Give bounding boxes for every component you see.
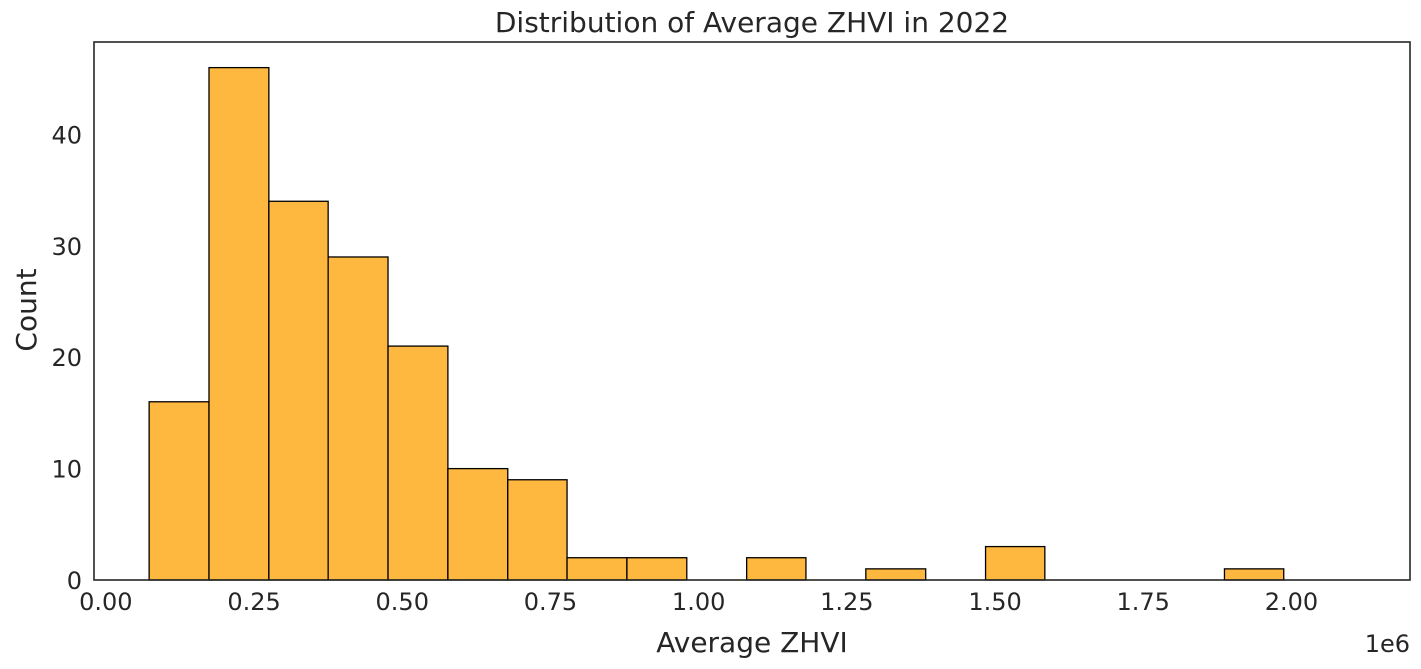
bars-group: [148, 66, 1285, 581]
y-tick-label: 10: [51, 456, 82, 484]
x-tick-label: 0.00: [79, 588, 132, 616]
chart-title: Distribution of Average ZHVI in 2022: [495, 6, 1009, 39]
histogram-bar: [208, 66, 270, 581]
histogram-bar: [447, 467, 509, 581]
y-axis-ticks: 0 10 20 30 40: [51, 121, 82, 595]
histogram-bar: [1223, 568, 1285, 581]
x-tick-label: 1.25: [820, 588, 873, 616]
y-tick-label: 30: [51, 233, 82, 261]
x-axis-ticks: 0.00 0.25 0.50 0.75 1.00 1.25 1.50 1.75 2.00: [79, 588, 1318, 616]
x-tick-label: 0.50: [376, 588, 429, 616]
y-axis-title: Count: [10, 268, 43, 351]
x-tick-label: 0.25: [227, 588, 280, 616]
histogram-bar: [148, 401, 210, 581]
histogram-bar: [865, 568, 927, 581]
y-tick-label: 40: [51, 121, 82, 149]
x-axis-title: Average ZHVI: [656, 626, 848, 659]
y-tick-label: 20: [51, 344, 82, 372]
plot-frame: [93, 41, 1411, 581]
histogram-bar: [387, 345, 449, 581]
histogram-bar: [746, 557, 807, 581]
x-tick-label: 1.50: [968, 588, 1021, 616]
histogram-bar: [268, 200, 329, 581]
histogram-bar: [626, 557, 688, 581]
histogram-bar: [984, 545, 1046, 581]
x-tick-label: 0.75: [524, 588, 577, 616]
x-tick-label: 1.00: [672, 588, 725, 616]
histogram-bar: [327, 256, 389, 581]
histogram-bar: [566, 557, 628, 581]
x-tick-label: 2.00: [1265, 588, 1318, 616]
x-axis-offset-label: 1e6: [1365, 630, 1410, 658]
x-tick-label: 1.75: [1117, 588, 1170, 616]
histogram-bar: [507, 479, 568, 581]
y-tick-label: 0: [67, 567, 82, 595]
